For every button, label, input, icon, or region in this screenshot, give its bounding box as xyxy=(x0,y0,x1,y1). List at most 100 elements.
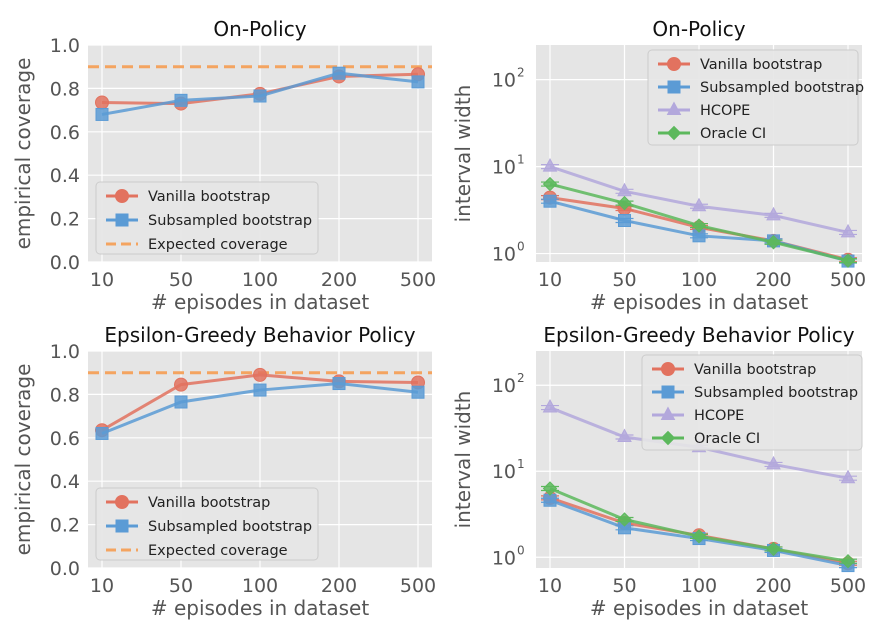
x-tick-label: 10 xyxy=(90,269,114,291)
data-point xyxy=(332,377,346,391)
y-tick-label: 0.8 xyxy=(50,384,80,406)
legend-label: Oracle CI xyxy=(694,431,760,447)
y-tick-label: 1.0 xyxy=(50,35,80,57)
data-point xyxy=(766,235,781,250)
chart-title: Epsilon-Greedy Behavior Policy xyxy=(543,323,854,347)
legend-label: Expected coverage xyxy=(148,543,288,559)
y-tick-label: 10 xyxy=(492,244,516,266)
legend-marker xyxy=(667,57,681,71)
data-point xyxy=(542,176,558,192)
data-point xyxy=(840,253,856,268)
y-tick-label: 0.4 xyxy=(50,471,80,493)
y-tick-label: 0.6 xyxy=(50,428,80,450)
legend-marker xyxy=(661,385,675,399)
x-tick-label: 50 xyxy=(169,575,193,597)
data-point xyxy=(174,93,188,107)
data-point xyxy=(174,377,188,392)
legend-box xyxy=(95,181,319,255)
data-point xyxy=(542,158,558,172)
legend-label: Vanilla bootstrap xyxy=(700,57,822,73)
x-tick-label: 200 xyxy=(755,575,791,597)
data-point xyxy=(411,75,425,89)
data-point xyxy=(253,89,267,103)
y-tick-label: 10 xyxy=(492,157,516,179)
x-axis-label: # episodes in dataset xyxy=(590,290,808,314)
series-subsampled-bootstrap xyxy=(95,377,425,440)
y-tick-exponent: 2 xyxy=(517,66,525,80)
legend-marker xyxy=(667,80,681,94)
y-tick-exponent: 0 xyxy=(517,543,525,557)
series-subsampled-bootstrap xyxy=(95,66,425,121)
legend: Vanilla bootstrap Subsampled bootstrap HCO… xyxy=(647,49,864,146)
y-tick-label: 0.2 xyxy=(50,515,80,537)
data-point xyxy=(617,182,632,197)
legend-box xyxy=(95,487,319,561)
data-point xyxy=(95,107,109,121)
y-tick-exponent: 2 xyxy=(517,371,525,385)
legend: Vanilla bootstrap Subsampled bootstrap HCO… xyxy=(641,354,863,451)
legend-marker xyxy=(666,101,682,115)
x-tick-label: 500 xyxy=(830,575,866,597)
y-axis-label: interval width xyxy=(451,85,475,223)
legend-label: Subsampled bootstrap xyxy=(694,385,858,401)
data-point xyxy=(840,223,856,238)
legend: Vanilla bootstrap Subsampled bootstrap Exp… xyxy=(95,487,319,561)
chart-panel-1: On-Policy 0.0 0.2 0.4 0.6 0.8 1.0 10 50 100 200 500… xyxy=(11,17,436,314)
data-point xyxy=(542,481,558,496)
series-oracle-ci xyxy=(541,176,857,268)
y-tick-label: 10 xyxy=(492,547,516,569)
x-tick-label: 100 xyxy=(242,575,278,597)
x-tick-label: 200 xyxy=(321,269,357,291)
legend-label: Vanilla bootstrap xyxy=(694,362,816,378)
data-point xyxy=(617,512,632,527)
legend-marker xyxy=(115,519,129,533)
legend-marker xyxy=(660,406,676,420)
y-tick-label: 0.8 xyxy=(50,78,80,100)
legend-label: Expected coverage xyxy=(148,237,288,253)
legend-label: Oracle CI xyxy=(700,126,766,142)
data-point xyxy=(542,399,558,413)
x-tick-label: 200 xyxy=(321,575,357,597)
legend-label: Vanilla bootstrap xyxy=(148,495,270,511)
legend-marker xyxy=(115,495,129,509)
x-tick-label: 10 xyxy=(538,269,562,291)
data-point xyxy=(691,529,707,544)
legend-label: Subsampled bootstrap xyxy=(700,80,864,96)
y-tick-label: 0.4 xyxy=(50,165,80,187)
chart-title: On-Policy xyxy=(652,17,745,41)
chart-title: On-Policy xyxy=(213,17,306,41)
x-tick-label: 10 xyxy=(538,575,562,597)
y-tick-exponent: 1 xyxy=(517,153,525,167)
data-point xyxy=(95,426,109,440)
legend-label: HCOPE xyxy=(700,103,750,119)
data-point xyxy=(411,385,425,399)
legend-marker xyxy=(661,362,675,376)
data-point xyxy=(543,493,557,507)
x-tick-label: 100 xyxy=(681,269,717,291)
data-point xyxy=(766,455,781,470)
legend-marker xyxy=(660,430,676,446)
data-point xyxy=(691,197,707,212)
legend: Vanilla bootstrap Subsampled bootstrap Exp… xyxy=(95,181,319,255)
legend-marker xyxy=(115,189,129,203)
y-tick-label: 0.0 xyxy=(50,252,80,274)
x-tick-label: 500 xyxy=(830,269,866,291)
y-tick-label: 1.0 xyxy=(50,341,80,363)
legend-marker xyxy=(666,125,682,141)
data-point xyxy=(691,218,707,233)
y-axis-label: empirical coverage xyxy=(11,58,35,250)
x-axis-label: # episodes in dataset xyxy=(151,596,369,620)
series-hcope xyxy=(541,158,857,238)
x-tick-label: 50 xyxy=(612,269,636,291)
data-point xyxy=(253,383,267,397)
chart-title: Epsilon-Greedy Behavior Policy xyxy=(104,323,415,347)
series-oracle-ci xyxy=(541,481,857,569)
data-point xyxy=(95,95,109,110)
y-tick-label: 10 xyxy=(492,70,516,92)
x-tick-label: 100 xyxy=(242,269,278,291)
y-tick-label: 10 xyxy=(492,461,516,483)
legend-box xyxy=(641,354,863,451)
x-tick-label: 200 xyxy=(755,269,791,291)
data-point xyxy=(253,367,267,382)
